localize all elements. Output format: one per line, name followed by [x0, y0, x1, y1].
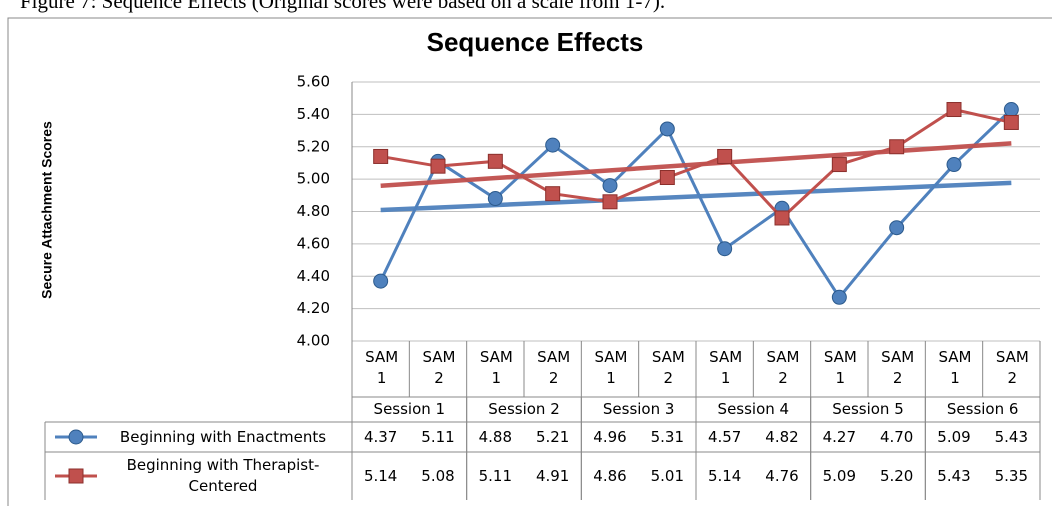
marker [946, 102, 962, 118]
category-label: SAM 2 [995, 348, 1029, 387]
category-label: SAM 1 [365, 348, 399, 387]
marker [659, 170, 675, 186]
session-label: Session 5 [832, 400, 904, 418]
y-tick-label: 4.00 [297, 332, 330, 350]
session-label: Session 4 [717, 400, 790, 418]
table-value: 5.11 [478, 466, 513, 485]
series-line [380, 107, 1012, 221]
table-value: 5.21 [535, 427, 570, 446]
chart-title: Sequence Effects [427, 27, 644, 57]
marker [430, 158, 446, 174]
table-value: 4.27 [822, 427, 857, 446]
marker [487, 191, 503, 207]
session-label: Session 1 [373, 400, 446, 418]
session-label: Session 6 [946, 400, 1019, 418]
marker [659, 121, 675, 137]
y-tick-label: 4.40 [297, 267, 330, 285]
legend-marker [68, 468, 84, 484]
figure-caption: Figure 7: Sequence Effects (Original sco… [20, 0, 665, 13]
y-tick-label: 5.60 [297, 73, 330, 91]
marker [545, 137, 561, 153]
marker [831, 289, 847, 305]
category-label: SAM 1 [938, 348, 972, 387]
table-value: 4.76 [765, 466, 799, 485]
marker [946, 157, 962, 173]
legend-marker [68, 429, 84, 445]
marker [1003, 102, 1019, 118]
marker [717, 241, 733, 257]
legend-label: Beginning with Enactments [119, 427, 327, 446]
category-label: SAM 1 [823, 348, 857, 387]
session-label: Session 3 [602, 400, 675, 418]
table-value: 4.82 [765, 427, 799, 446]
table-value: 4.88 [478, 427, 513, 446]
category-label: SAM 2 [881, 348, 915, 387]
marker [1003, 114, 1019, 130]
table-value: 5.08 [421, 466, 455, 485]
category-label: SAM 2 [422, 348, 456, 387]
table-value: 5.31 [650, 427, 685, 446]
table-value: 4.91 [535, 466, 570, 485]
table-value: 5.35 [994, 466, 1029, 485]
category-label: SAM 2 [766, 348, 800, 387]
category-label: SAM 1 [594, 348, 628, 387]
y-tick-label: 4.60 [297, 234, 330, 252]
table-value: 5.14 [707, 466, 742, 485]
table-value: 5.43 [937, 466, 971, 485]
category-label: SAM 2 [651, 348, 685, 387]
marker [602, 178, 618, 194]
trend-line [380, 180, 1012, 213]
table-value: 5.09 [822, 466, 857, 485]
marker [487, 153, 503, 169]
y-axis-label: Secure Attachment Scores [39, 121, 55, 299]
table-value: 4.70 [879, 427, 914, 446]
y-tick-label: 4.20 [297, 299, 330, 317]
marker [545, 186, 561, 202]
series-line [379, 108, 1013, 300]
y-tick-label: 5.40 [297, 105, 330, 123]
table-value: 5.01 [650, 466, 685, 485]
marker [831, 157, 847, 173]
y-tick-label: 4.80 [297, 202, 330, 220]
table-value: 5.09 [937, 427, 971, 446]
marker [373, 273, 389, 289]
marker [774, 210, 790, 226]
trend-line [380, 141, 1012, 189]
marker [373, 148, 389, 164]
y-tick-label: 5.20 [297, 137, 330, 155]
session-label: Session 2 [488, 400, 560, 418]
marker [602, 194, 618, 210]
table-value: 4.96 [593, 427, 627, 446]
marker [889, 220, 905, 236]
chart-frame [7, 17, 1052, 506]
table-value: 4.86 [593, 466, 627, 485]
table-value: 5.14 [363, 466, 398, 485]
table-value: 4.57 [707, 427, 742, 446]
legend-label: Beginning with Therapist-Centered [126, 456, 320, 495]
y-tick-label: 5.00 [297, 170, 330, 188]
table-value: 5.43 [994, 427, 1029, 446]
table-value: 5.20 [879, 466, 914, 485]
category-label: SAM 1 [709, 348, 743, 387]
table-value: 5.11 [421, 427, 455, 446]
marker [717, 148, 733, 164]
category-label: SAM 2 [537, 348, 571, 387]
table-value: 4.37 [363, 427, 398, 446]
marker [889, 139, 905, 155]
category-label: SAM 1 [479, 348, 513, 387]
